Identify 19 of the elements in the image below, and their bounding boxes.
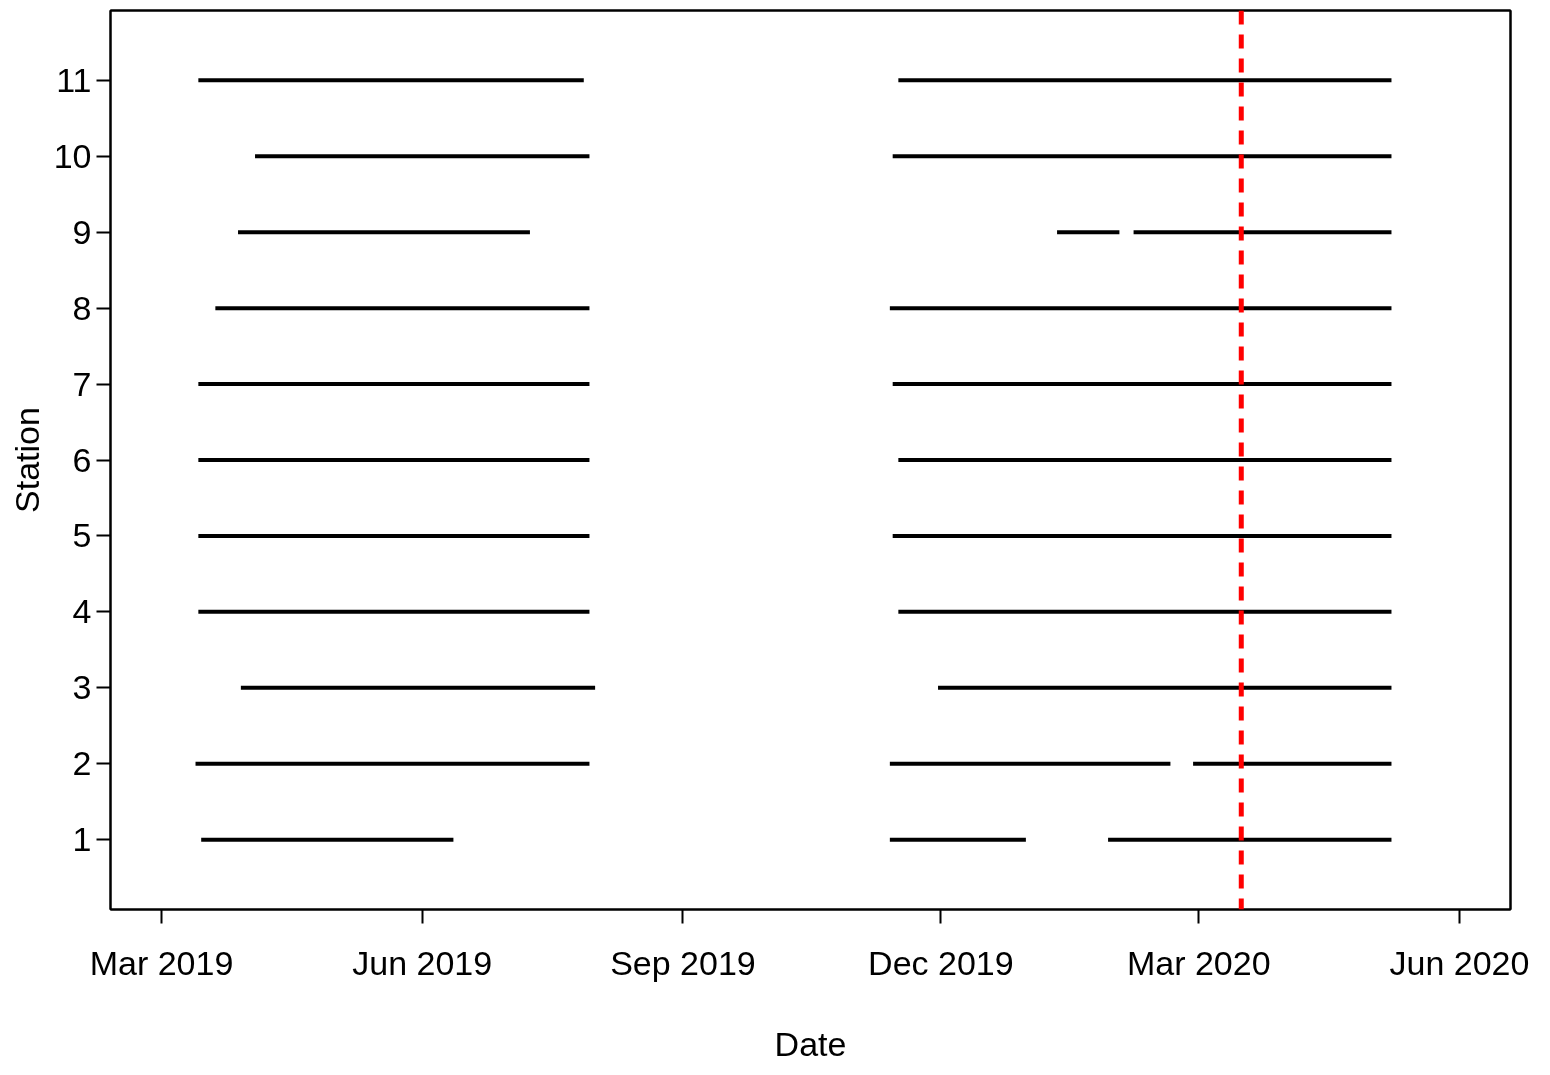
x-tick-label: Sep 2019 xyxy=(610,943,756,982)
x-tick-label: Jun 2019 xyxy=(352,943,493,982)
y-tick-label: 8 xyxy=(72,288,92,327)
y-tick-label: 6 xyxy=(72,440,92,479)
x-axis-title: Date xyxy=(774,1024,847,1063)
y-tick-label: 1 xyxy=(72,820,92,859)
y-tick-label: 5 xyxy=(72,516,92,555)
y-tick-label: 3 xyxy=(72,668,92,707)
y-tick-label: 4 xyxy=(72,592,92,631)
y-tick-label: 7 xyxy=(72,364,92,403)
x-tick-label: Mar 2019 xyxy=(89,943,234,982)
y-tick-label: 11 xyxy=(56,60,92,99)
y-tick-label: 9 xyxy=(72,212,92,251)
y-axis-title: Station xyxy=(7,407,46,513)
y-tick-label: 10 xyxy=(53,136,92,175)
y-tick-label: 2 xyxy=(72,744,92,783)
x-tick-label: Jun 2020 xyxy=(1389,943,1530,982)
x-tick-label: Dec 2019 xyxy=(868,943,1014,982)
x-tick-label: Mar 2020 xyxy=(1126,943,1271,982)
